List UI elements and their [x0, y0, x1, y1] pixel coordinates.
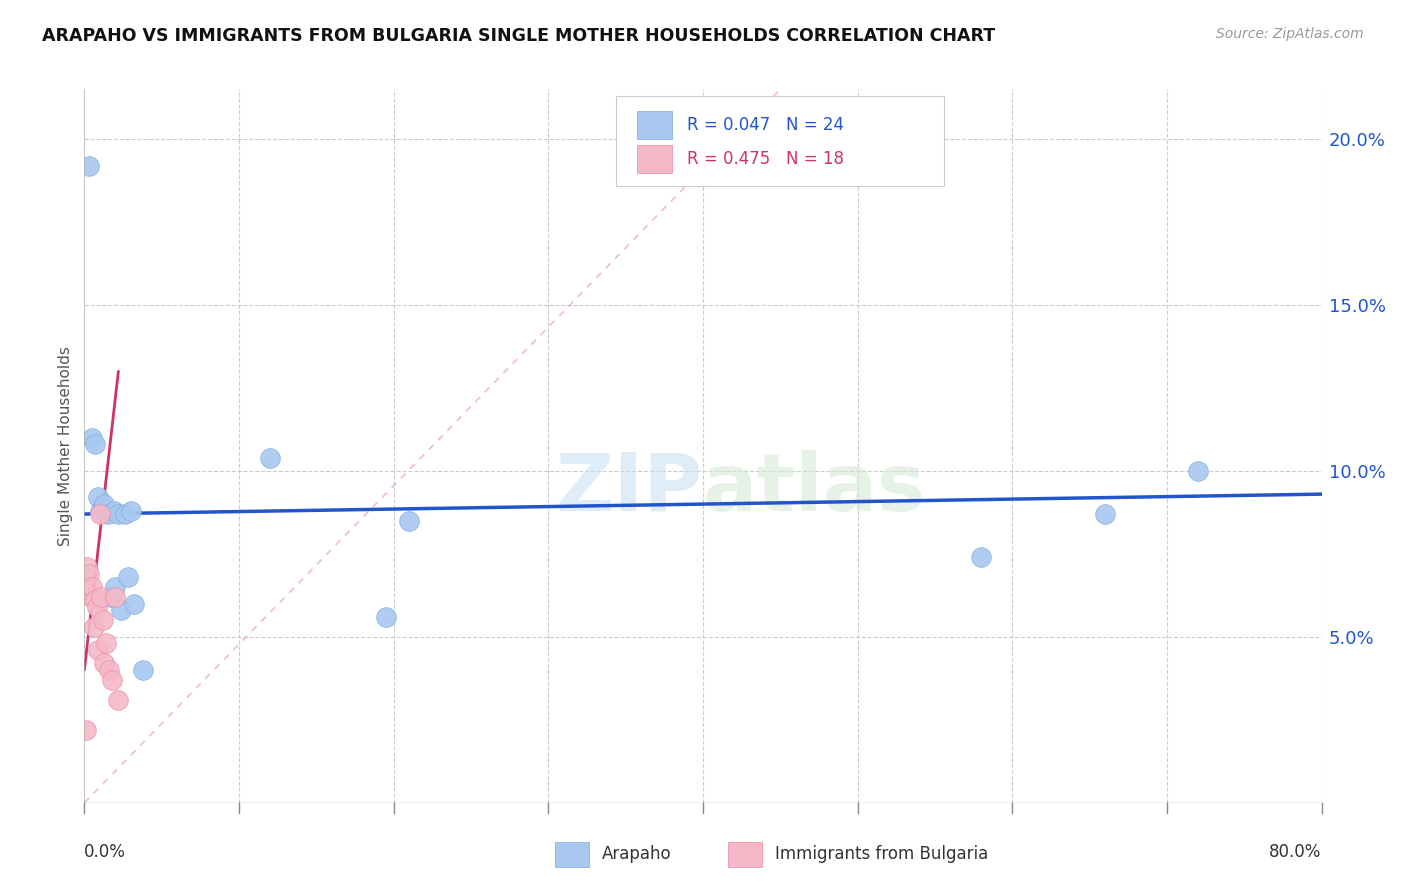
Point [970, 550, 993, 565]
Point [120, 504, 142, 518]
Point [97, 507, 120, 521]
FancyBboxPatch shape [637, 145, 672, 173]
FancyBboxPatch shape [554, 842, 589, 867]
Point [79, 590, 101, 604]
Point [93, 657, 115, 671]
Text: Source: ZipAtlas.com: Source: ZipAtlas.com [1216, 27, 1364, 41]
Text: atlas: atlas [703, 450, 927, 528]
Point [77, 566, 100, 581]
Point [104, 590, 127, 604]
Text: R = 0.475   N = 18: R = 0.475 N = 18 [688, 150, 844, 168]
Point [98, 663, 121, 677]
Point [114, 507, 136, 521]
Point [87, 491, 110, 505]
Text: R = 0.047   N = 24: R = 0.047 N = 24 [688, 116, 844, 134]
Text: Immigrants from Bulgaria: Immigrants from Bulgaria [775, 846, 988, 863]
Point [76, 560, 98, 574]
Point [86, 599, 108, 614]
Point [110, 603, 132, 617]
FancyBboxPatch shape [637, 111, 672, 139]
Point [1094, 507, 1116, 521]
Point [84, 437, 107, 451]
Point [101, 673, 124, 687]
Point [89, 504, 111, 518]
FancyBboxPatch shape [616, 96, 945, 186]
Point [104, 580, 127, 594]
Point [375, 610, 398, 624]
Text: ARAPAHO VS IMMIGRANTS FROM BULGARIA SINGLE MOTHER HOUSEHOLDS CORRELATION CHART: ARAPAHO VS IMMIGRANTS FROM BULGARIA SING… [42, 27, 995, 45]
Point [93, 497, 115, 511]
Point [89, 507, 111, 521]
Point [100, 590, 122, 604]
Text: 80.0%: 80.0% [1270, 843, 1322, 861]
Point [90, 590, 112, 604]
Point [117, 570, 139, 584]
Y-axis label: Single Mother Households: Single Mother Households [58, 346, 73, 546]
Point [132, 663, 155, 677]
Point [122, 597, 145, 611]
Point [84, 593, 107, 607]
Text: 0.0%: 0.0% [84, 843, 127, 861]
Point [82, 580, 104, 594]
Point [91, 500, 114, 515]
Point [91, 613, 114, 627]
Point [259, 450, 281, 465]
Point [107, 507, 129, 521]
FancyBboxPatch shape [728, 842, 762, 867]
Point [107, 693, 129, 707]
Point [94, 636, 117, 650]
Text: Arapaho: Arapaho [602, 846, 671, 863]
Point [398, 514, 420, 528]
Point [75, 723, 97, 737]
Point [1187, 464, 1209, 478]
Point [77, 159, 100, 173]
Point [82, 431, 104, 445]
Point [87, 643, 110, 657]
Point [103, 504, 125, 518]
Point [83, 620, 105, 634]
Text: ZIP: ZIP [555, 450, 703, 528]
